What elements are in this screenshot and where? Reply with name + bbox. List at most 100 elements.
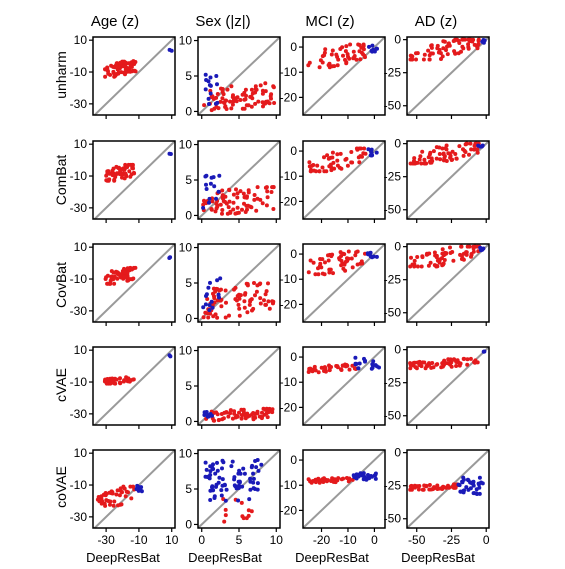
- red-point: [331, 479, 336, 484]
- blue-point: [374, 254, 379, 259]
- red-point: [457, 144, 462, 149]
- blue-point: [215, 278, 220, 283]
- red-point: [351, 49, 356, 54]
- red-point: [123, 72, 127, 77]
- red-point: [223, 105, 228, 109]
- red-point: [441, 39, 446, 44]
- blue-point: [457, 483, 462, 488]
- red-point: [270, 185, 275, 190]
- blue-point: [203, 474, 208, 479]
- y-tick-label: 0: [185, 104, 192, 118]
- red-point: [260, 100, 265, 105]
- y-tick-label: 0: [394, 137, 401, 151]
- red-point: [448, 245, 452, 250]
- x-axis-label-ad: DeepResBat: [401, 550, 475, 565]
- red-point: [254, 87, 259, 92]
- red-point: [463, 142, 468, 147]
- red-point: [129, 496, 134, 501]
- red-point: [97, 498, 102, 503]
- red-point: [327, 368, 332, 373]
- y-tick-label: -50: [384, 306, 402, 320]
- panel-combat-age-z: -30 -10 10: [70, 137, 176, 223]
- red-point: [349, 256, 354, 261]
- panel-covbat-age-z: -30 -10 10: [70, 240, 176, 326]
- red-point: [409, 255, 413, 260]
- blue-point: [354, 476, 359, 481]
- red-point: [244, 103, 249, 108]
- blue-point: [207, 476, 212, 481]
- red-point: [245, 283, 250, 288]
- y-tick-label: 0: [394, 33, 401, 47]
- red-point: [238, 189, 243, 194]
- red-point: [306, 63, 311, 68]
- red-point: [426, 263, 431, 268]
- blue-point: [251, 480, 256, 485]
- red-point: [311, 260, 316, 265]
- red-point: [264, 203, 269, 208]
- red-point: [126, 490, 130, 495]
- panel-unharm-ad-z: -50 -25 0: [384, 33, 490, 119]
- red-point: [354, 146, 359, 151]
- red-point: [255, 185, 260, 190]
- panel-frame: [406, 36, 490, 116]
- red-point: [317, 264, 322, 269]
- y-tick-label: -20: [280, 400, 298, 414]
- blue-point: [377, 365, 381, 370]
- red-point: [339, 477, 344, 482]
- red-point: [437, 260, 442, 265]
- red-point: [435, 486, 440, 491]
- x-tick-label: 0: [371, 533, 378, 547]
- red-point: [414, 51, 418, 56]
- red-point: [131, 377, 136, 382]
- red-point: [331, 160, 336, 165]
- blue-point: [370, 43, 375, 48]
- panel-covbat-mci-z: -20 -10 0: [280, 243, 386, 326]
- red-point: [244, 93, 248, 98]
- panel-combat-mci-z: -20 -10 0: [280, 140, 386, 223]
- blue-point: [223, 498, 228, 503]
- red-point: [225, 211, 230, 216]
- red-point: [322, 369, 326, 373]
- red-point: [115, 271, 120, 276]
- blue-point: [208, 75, 213, 80]
- red-point: [440, 247, 445, 252]
- red-point: [234, 187, 238, 192]
- red-point: [245, 310, 250, 315]
- blue-point: [255, 481, 260, 486]
- red-point: [344, 44, 349, 49]
- y-tick-label: 0: [394, 343, 401, 357]
- red-point: [308, 258, 313, 263]
- red-point: [220, 96, 225, 101]
- blue-point: [352, 473, 356, 478]
- x-axis-labels: DeepResBat DeepResBat DeepResBat DeepRes…: [86, 550, 475, 565]
- red-point: [446, 483, 450, 488]
- red-point: [227, 313, 231, 318]
- red-point: [440, 256, 444, 261]
- y-tick-label: -30: [70, 510, 88, 524]
- red-point: [215, 203, 220, 208]
- red-point: [308, 479, 313, 484]
- red-point: [362, 146, 367, 151]
- y-tick-label: -10: [280, 375, 298, 389]
- panel-frame: [302, 449, 386, 529]
- x-tick-label: -25: [443, 533, 461, 547]
- red-point: [454, 364, 459, 368]
- blue-point: [373, 476, 378, 481]
- red-point: [234, 99, 239, 104]
- red-point: [224, 300, 228, 305]
- red-point: [209, 207, 214, 212]
- y-tick-label: 0: [185, 414, 192, 428]
- red-point: [412, 159, 416, 163]
- red-point: [409, 54, 414, 58]
- red-point: [350, 160, 355, 165]
- red-point: [220, 87, 225, 91]
- red-point: [230, 102, 235, 107]
- red-point: [412, 264, 417, 269]
- panel-cvae-ad-z: -50 -25 0: [384, 343, 490, 429]
- blue-point: [461, 490, 466, 495]
- red-point: [437, 145, 442, 150]
- red-point: [435, 46, 440, 51]
- red-point: [428, 150, 433, 155]
- red-point: [218, 298, 223, 303]
- red-point: [342, 252, 347, 257]
